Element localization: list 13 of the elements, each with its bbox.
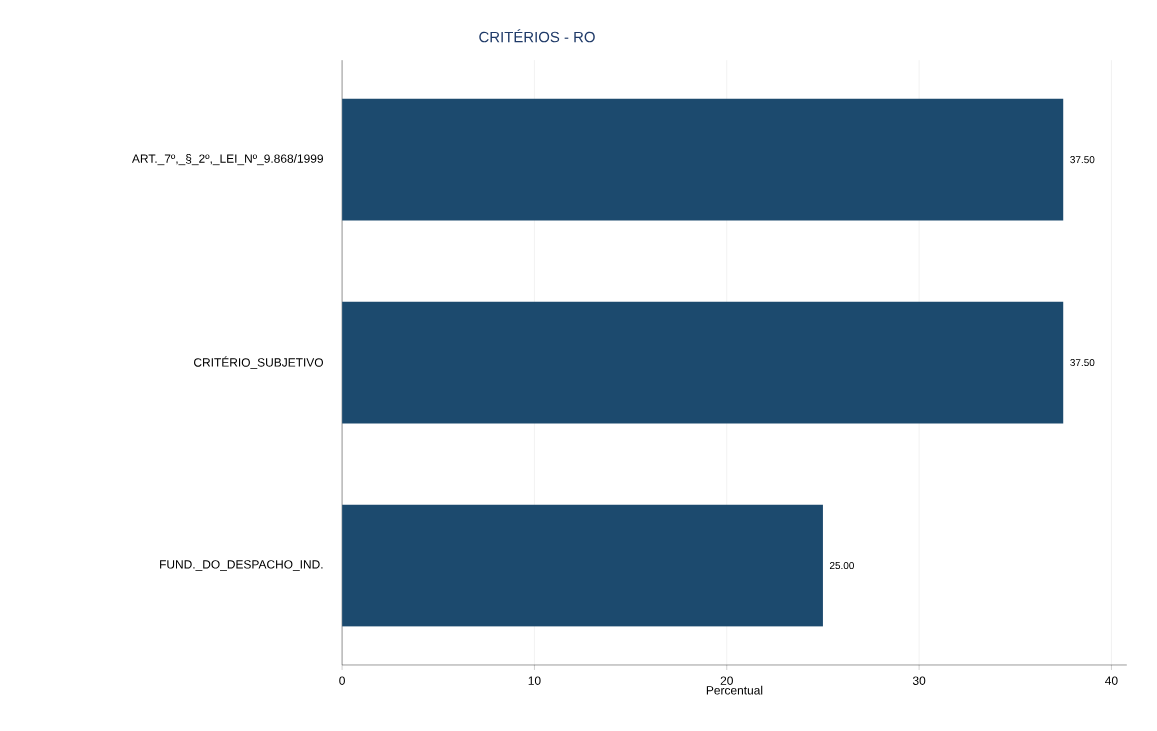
x-tick-label: 30 [912, 676, 926, 685]
y-tick-label: ART._7º,_§_2º,_LEI_Nº_9.868/1999 [131, 154, 323, 166]
x-tick-label: 10 [528, 676, 541, 685]
y-tick-label: CRITÉRIO_SUBJETIVO [194, 356, 323, 369]
x-tick-label: 0 [339, 676, 345, 685]
chart-title: CRITÉRIOS - RO [479, 29, 595, 43]
x-tick-label: 20 [720, 676, 733, 685]
x-tick-label: 40 [1105, 676, 1118, 685]
y-tick-label: FUND._DO_DESPACHO_IND. [160, 560, 323, 571]
x-axis-title: Percentual [706, 685, 763, 695]
data-label: 37.50 [1070, 358, 1095, 367]
data-label: 37.50 [1070, 156, 1095, 164]
data-label: 25.00 [829, 561, 854, 569]
